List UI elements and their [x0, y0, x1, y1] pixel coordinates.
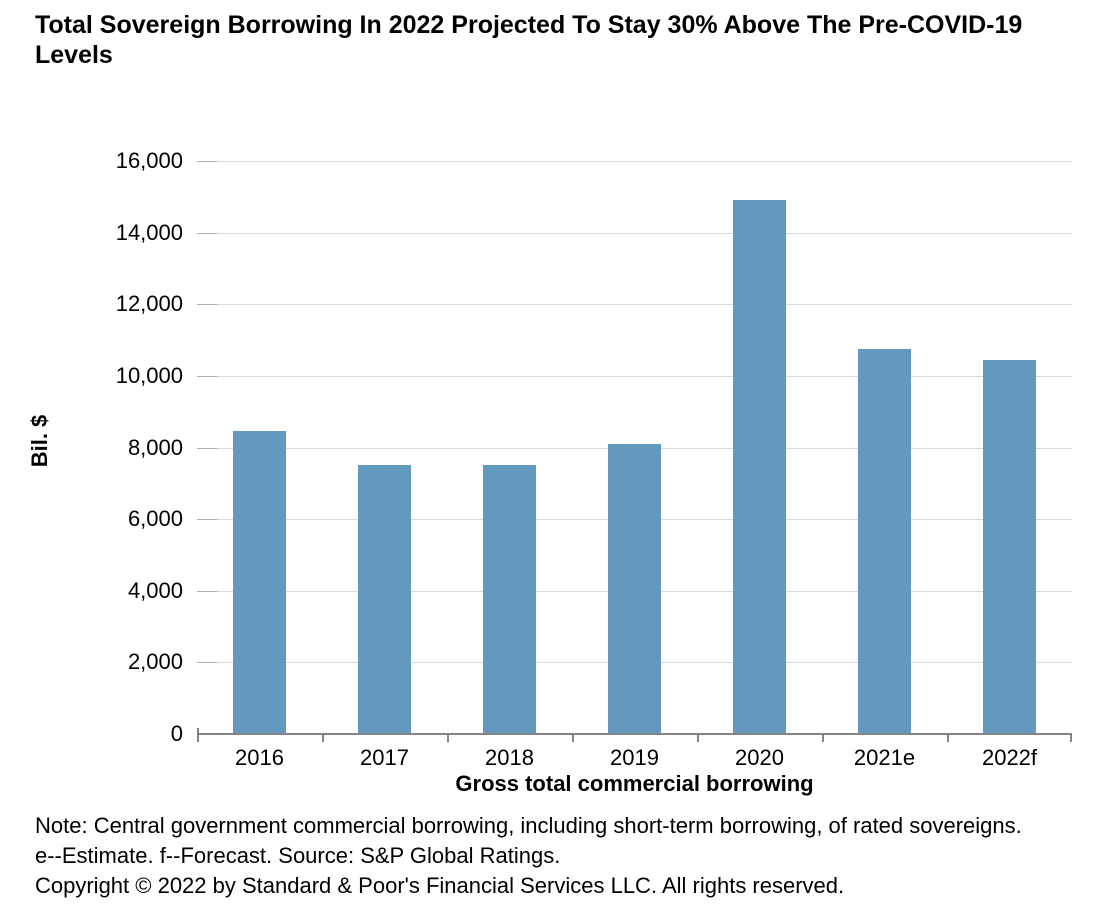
x-axis-tick — [447, 735, 449, 742]
x-axis-tick — [322, 735, 324, 742]
gridline-start-tick — [197, 375, 217, 377]
bar-2020 — [733, 200, 786, 734]
x-tick-label-2017: 2017 — [360, 745, 409, 770]
bar-2019 — [608, 443, 661, 734]
gridline-start-tick — [197, 519, 217, 521]
x-tick-label-2022f: 2022f — [981, 745, 1038, 770]
y-tick-label-4000: 4,000 — [127, 577, 183, 603]
gridline-start-tick — [197, 662, 217, 664]
bar-2017 — [358, 465, 411, 734]
y-tick-label-16000: 16,000 — [115, 148, 183, 173]
footnote-copyright: Copyright © 2022 by Standard & Poor's Fi… — [35, 873, 845, 898]
gridline-10000 — [197, 375, 1072, 377]
x-tick-label-2016: 2016 — [235, 745, 284, 770]
gridline-14000 — [197, 232, 1072, 234]
y-tick-label-2000: 2,000 — [127, 649, 183, 675]
plot-area: 2016 2017 2018 2019 2020 2021e 2022f — [197, 161, 1072, 770]
x-axis-title: Gross total commercial borrowing — [455, 771, 814, 796]
gridline-16000 — [197, 161, 1072, 162]
y-tick-label-12000: 12,000 — [115, 291, 183, 317]
y-axis-title: Bil. $ — [27, 414, 52, 468]
gridline-start-tick — [197, 161, 217, 162]
bar-2018 — [483, 465, 536, 734]
gridline-12000 — [197, 304, 1072, 306]
footnote-source: e--Estimate. f--Forecast. Source: S&P Gl… — [35, 843, 561, 868]
bar-2016 — [233, 431, 286, 734]
y-tick-label-8000: 8,000 — [127, 434, 183, 460]
x-tick-label-2019: 2019 — [610, 745, 659, 770]
gridline-start-tick — [197, 232, 217, 234]
x-tick-label-2018: 2018 — [485, 745, 534, 770]
x-tick-label-2021e: 2021e — [853, 745, 916, 770]
gridline-start-tick — [197, 304, 217, 306]
y-axis-zero-tick — [197, 728, 199, 733]
footnotes: Note: Central government commercial borr… — [35, 811, 1022, 901]
x-tick-label-2020: 2020 — [735, 745, 784, 770]
x-axis-line — [197, 733, 1072, 735]
bar-2021e — [858, 349, 911, 734]
bar-2022f — [983, 359, 1036, 734]
x-axis-tick — [822, 735, 824, 742]
x-axis-tick — [947, 735, 949, 742]
x-axis-tick — [197, 735, 199, 742]
chart-title: Total Sovereign Borrowing In 2022 Projec… — [35, 11, 1023, 69]
y-tick-label-0: 0 — [170, 721, 183, 746]
x-axis-tick — [572, 735, 574, 742]
y-tick-label-6000: 6,000 — [127, 506, 183, 532]
gridline-start-tick — [197, 590, 217, 592]
gridline-start-tick — [197, 447, 217, 449]
y-tick-label-14000: 14,000 — [115, 219, 183, 245]
x-axis-tick — [1070, 735, 1072, 742]
y-tick-label-10000: 10,000 — [115, 362, 183, 388]
footnote-note: Note: Central government commercial borr… — [35, 813, 1022, 838]
x-axis-tick — [697, 735, 699, 742]
